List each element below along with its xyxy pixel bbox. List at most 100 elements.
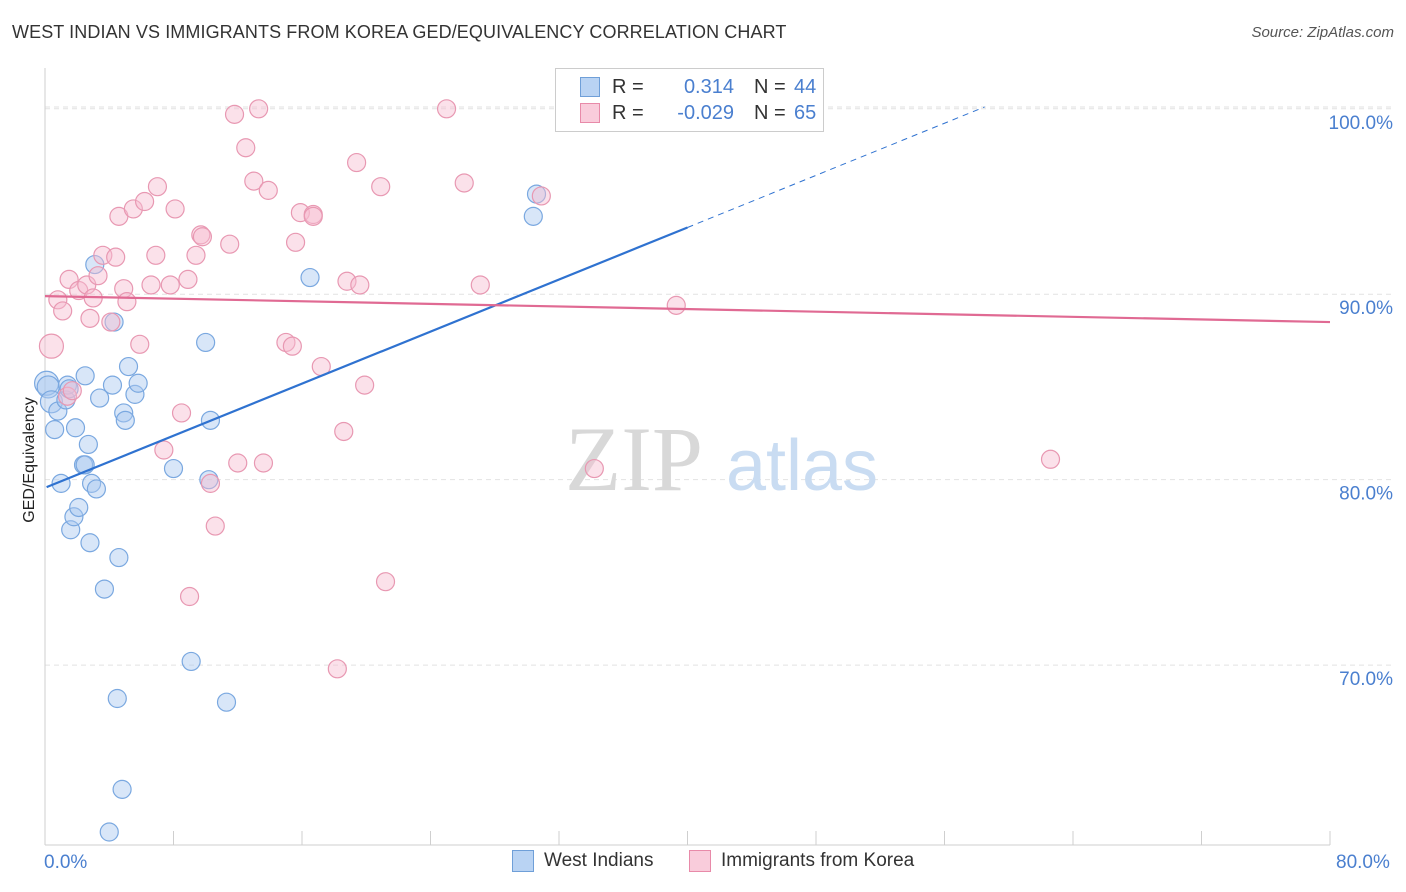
source-label: Source: ZipAtlas.com [1251,24,1394,41]
legend-n-label: N = [754,75,786,98]
korea-point [454,173,474,193]
scatter-points [34,99,1061,842]
bottom-legend-swatch-korea [689,850,711,872]
korea-point [165,199,185,219]
west-indians-point [86,479,107,499]
korea-point [154,440,174,460]
west-indians-point [80,533,100,553]
west-indians-point [64,507,84,527]
korea-point [258,180,278,200]
y-tick-label: 80.0% [1339,484,1393,505]
korea-point [1040,449,1061,469]
bottom-legend-label: Immigrants from Korea [721,850,915,871]
west-indians-point [69,497,89,518]
west-indians-point [109,547,129,568]
y-tick-labels: 70.0% 80.0% 90.0% 100.0% [1329,113,1394,690]
korea-point [186,245,206,265]
x-tick-label-min: 0.0% [44,852,88,873]
west-indians-point [99,822,119,842]
west-indians-point [115,410,135,430]
legend-swatch-west-indians [580,77,600,97]
korea-point [106,247,126,267]
x-tick-label-max: 80.0% [1336,852,1390,873]
legend-r-label: R = [612,101,644,124]
korea-point [224,104,245,124]
west-indians-point [181,651,201,672]
watermark-atlas: atlas [726,426,878,506]
korea-point [62,381,82,401]
legend-r-value: 0.314 [683,75,734,98]
legend-r-label: R = [612,75,644,98]
correlation-legend: R = 0.314 N = 44 R = -0.029 N = 65 [555,68,824,132]
west-indians-point [48,401,68,421]
korea-point [531,186,551,206]
y-tick-label: 100.0% [1329,113,1394,134]
korea-point [375,572,396,592]
korea-point [53,301,73,321]
legend-n-value: 44 [794,75,817,98]
korea-point [244,171,264,191]
korea-point [146,245,166,265]
west-indians-point [114,403,134,423]
korea-point [141,275,161,295]
west-indians-point [78,434,98,455]
korea-point [347,152,367,173]
korea-point [666,295,686,315]
korea-point [192,227,213,247]
korea-point [303,206,323,226]
korea-point [117,292,137,312]
korea-point [220,234,240,254]
west-indians-point [523,206,543,226]
korea-point [355,375,375,395]
legend-row-west-indians: R = 0.314 N = 44 [580,75,816,99]
korea-point [334,421,354,442]
legend-n-value: 65 [794,101,817,124]
y-tick-label: 90.0% [1339,298,1393,319]
korea-point [101,312,121,332]
korea-point [285,232,306,252]
korea-point [584,458,604,479]
west-indians-point [300,267,320,288]
korea-point [88,266,108,286]
korea-point [205,516,225,536]
korea-point [171,403,192,423]
korea-point [470,275,490,295]
y-tick-label: 70.0% [1339,669,1393,690]
korea-point [130,334,150,354]
legend-swatch-korea [580,103,600,123]
korea-point [123,199,143,219]
west-indians-point [75,366,95,386]
west-indians-point [128,373,148,393]
watermark: ZIP atlas [565,408,878,510]
korea-point [147,177,168,197]
bottom-legend-swatch-west-indians [512,850,534,872]
west-indians-point [39,390,64,414]
y-axis-label: GED/Equivalency [21,397,38,523]
west-indians-point [45,420,65,440]
bottom-legend-west-indians: West Indians [512,850,653,872]
korea-point [228,453,248,473]
korea-point [371,177,391,197]
legend-row-korea: R = -0.029 N = 65 [580,101,816,125]
legend-r-value: -0.029 [677,101,734,124]
trend-lines [44,106,1331,489]
korea-point [436,99,457,119]
korea-point [179,586,200,607]
watermark-zip: ZIP [565,408,703,510]
west-indians-point [196,332,216,353]
korea-point [38,333,65,359]
west-indians-point [118,356,139,377]
korea-point [337,271,357,291]
korea-point [59,269,79,290]
west-indians-point [163,458,184,479]
korea-point [327,659,347,679]
west-indians-point [102,375,123,395]
legend-n-label: N = [754,101,786,124]
korea-point [160,275,180,295]
west-indians-trend-extension [687,106,985,228]
korea-point [282,336,302,356]
korea-point [200,473,221,493]
west-indians-point [125,384,145,404]
west-indians-point [112,779,132,799]
korea-trend-line [44,294,1331,324]
